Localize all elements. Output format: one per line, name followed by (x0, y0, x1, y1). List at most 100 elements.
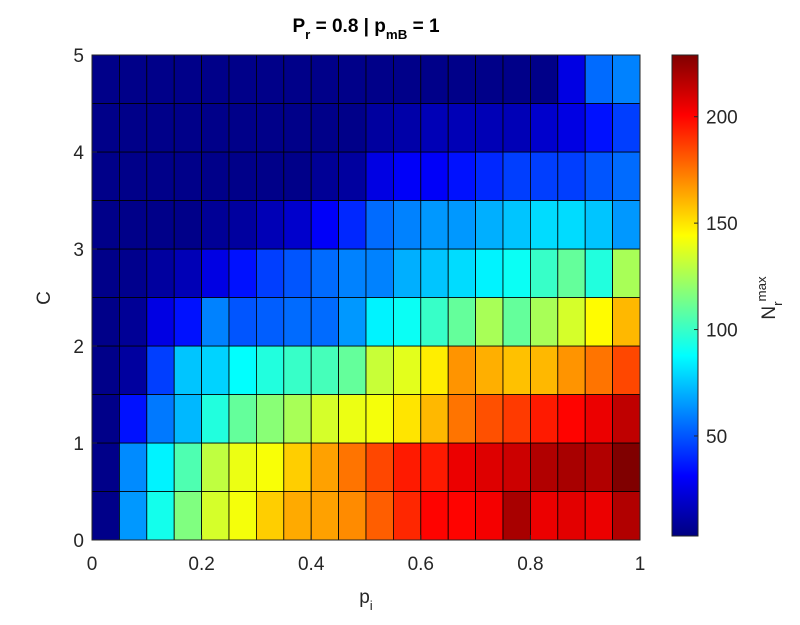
x-tick-label: 0.4 (298, 554, 325, 575)
heatmap-cell (584, 151, 614, 201)
y-axis-label-part: C (34, 291, 55, 305)
heatmap-cell (530, 248, 559, 298)
heatmap-cell (310, 442, 340, 492)
heatmap-cell (283, 442, 312, 492)
heatmap-cell (310, 345, 340, 395)
heatmap-cell (255, 248, 285, 298)
heatmap-cell (338, 54, 367, 104)
heatmap-cell (420, 345, 449, 395)
heatmap-cell (201, 394, 230, 444)
heatmap-cell (119, 54, 148, 104)
heatmap-cell (475, 54, 504, 104)
x-axis-label: pi (359, 587, 373, 613)
heatmap-cell (228, 54, 257, 104)
colorbar-tick-label: 100 (706, 321, 738, 342)
y-tick-label: 2 (73, 337, 84, 358)
heatmap-cell (612, 442, 641, 492)
heatmap-cell (584, 297, 614, 347)
colorbar-tick-label: 50 (706, 427, 727, 448)
heatmap-cell (338, 248, 367, 298)
heatmap-cell (584, 394, 614, 444)
heatmap-cell (612, 491, 641, 541)
heatmap-cell (146, 442, 175, 492)
heatmap-cell (392, 54, 422, 104)
chart-title-part: P (292, 16, 305, 37)
heatmap-cell (201, 442, 230, 492)
heatmap-cell (201, 103, 230, 153)
heatmap-cell (283, 248, 312, 298)
y-tick-label: 1 (73, 434, 84, 455)
heatmap-cell (228, 345, 257, 395)
heatmap-cell (310, 248, 340, 298)
heatmap-cell (338, 394, 367, 444)
heatmap-cell (392, 442, 422, 492)
colorbar-label-part: N (759, 306, 780, 320)
heatmap-cell (502, 103, 531, 153)
heatmap-cell (557, 442, 586, 492)
heatmap-cell (119, 345, 148, 395)
x-tick-label: 0.8 (517, 554, 543, 575)
heatmap-cell (283, 103, 312, 153)
heatmap-cell (502, 345, 531, 395)
heatmap-cell (447, 200, 477, 250)
heatmap-cell (557, 345, 586, 395)
y-axis-label: C (34, 291, 55, 305)
heatmap-cell (475, 394, 504, 444)
heatmap-cell (365, 103, 394, 153)
heatmap-cell (475, 103, 504, 153)
heatmap-cell (612, 103, 641, 153)
heatmap-cell (146, 103, 175, 153)
heatmap-cell (447, 248, 477, 298)
x-axis-label-part: p (359, 587, 370, 608)
heatmap-cell (119, 151, 148, 201)
heatmap-cell (283, 151, 312, 201)
heatmap-cell (201, 248, 230, 298)
heatmap-cell (365, 248, 394, 298)
x-tick-label: 1 (635, 554, 646, 575)
heatmap-cell (502, 491, 531, 541)
heatmap-cell (584, 345, 614, 395)
heatmap-cell (612, 200, 641, 250)
chart-title-part: r (305, 27, 310, 42)
heatmap-cell (173, 54, 202, 104)
heatmap-cell (228, 442, 257, 492)
heatmap-cell (420, 200, 449, 250)
heatmap-cell (392, 491, 422, 541)
heatmap-cell (173, 151, 202, 201)
heatmap-cell (392, 345, 422, 395)
heatmap-cell (557, 491, 586, 541)
heatmap-cell (530, 103, 559, 153)
heatmap-cell (146, 200, 175, 250)
heatmap-cell (420, 297, 449, 347)
heatmap-cell (584, 200, 614, 250)
chart-title: Pr = 0.8 | pmB = 1 (292, 16, 440, 42)
heatmap-cell (420, 54, 449, 104)
heatmap-cell (557, 103, 586, 153)
heatmap-cell (365, 200, 394, 250)
heatmap-cell (338, 442, 367, 492)
colorbar-label-part: r (770, 301, 785, 306)
heatmap-cell (584, 103, 614, 153)
heatmap-cell (420, 491, 449, 541)
heatmap-cell (447, 297, 477, 347)
colorbar (671, 54, 699, 537)
heatmap-cell (201, 297, 230, 347)
heatmap-cell (420, 394, 449, 444)
heatmap-cell (530, 297, 559, 347)
heatmap-cell (392, 248, 422, 298)
heatmap-cell (557, 394, 586, 444)
heatmap-cell (91, 200, 120, 250)
heatmap-cell (447, 54, 477, 104)
heatmap-cell (447, 103, 477, 153)
heatmap-cell (365, 297, 394, 347)
heatmap-cell (173, 248, 202, 298)
heatmap-cell (338, 491, 367, 541)
heatmap-cell (255, 297, 285, 347)
chart-title-part: = 1 (407, 16, 440, 37)
heatmap-cell (584, 491, 614, 541)
heatmap-cell (475, 151, 504, 201)
heatmap-cell (91, 394, 120, 444)
heatmap-cell (338, 151, 367, 201)
heatmap-cell (338, 200, 367, 250)
heatmap-cell (91, 151, 120, 201)
